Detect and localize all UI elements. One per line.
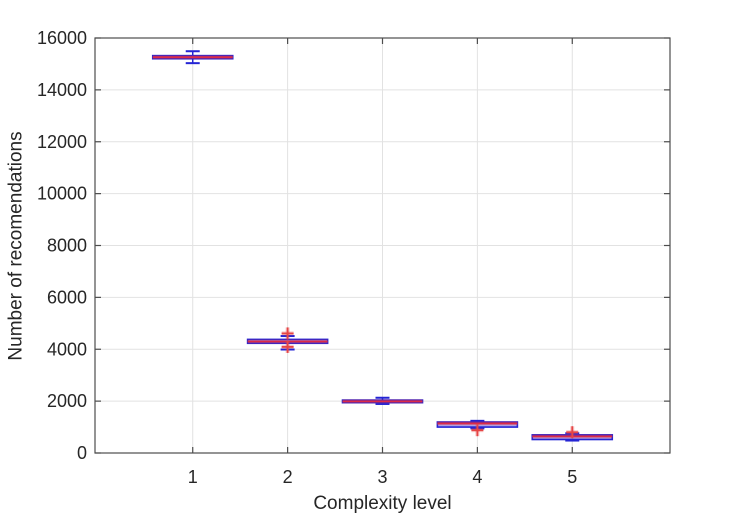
y-tick-label: 6000 bbox=[47, 287, 87, 307]
x-tick-label: 2 bbox=[283, 467, 293, 487]
x-tick-label: 5 bbox=[567, 467, 577, 487]
y-tick-label: 4000 bbox=[47, 339, 87, 359]
y-tick-label: 16000 bbox=[37, 28, 87, 48]
y-tick-label: 14000 bbox=[37, 80, 87, 100]
y-tick-label: 2000 bbox=[47, 391, 87, 411]
y-tick-label: 10000 bbox=[37, 184, 87, 204]
x-tick-label: 3 bbox=[377, 467, 387, 487]
x-tick-label: 1 bbox=[188, 467, 198, 487]
y-tick-label: 8000 bbox=[47, 236, 87, 256]
x-tick-label: 4 bbox=[472, 467, 482, 487]
y-tick-label: 0 bbox=[77, 443, 87, 463]
y-tick-label: 12000 bbox=[37, 132, 87, 152]
